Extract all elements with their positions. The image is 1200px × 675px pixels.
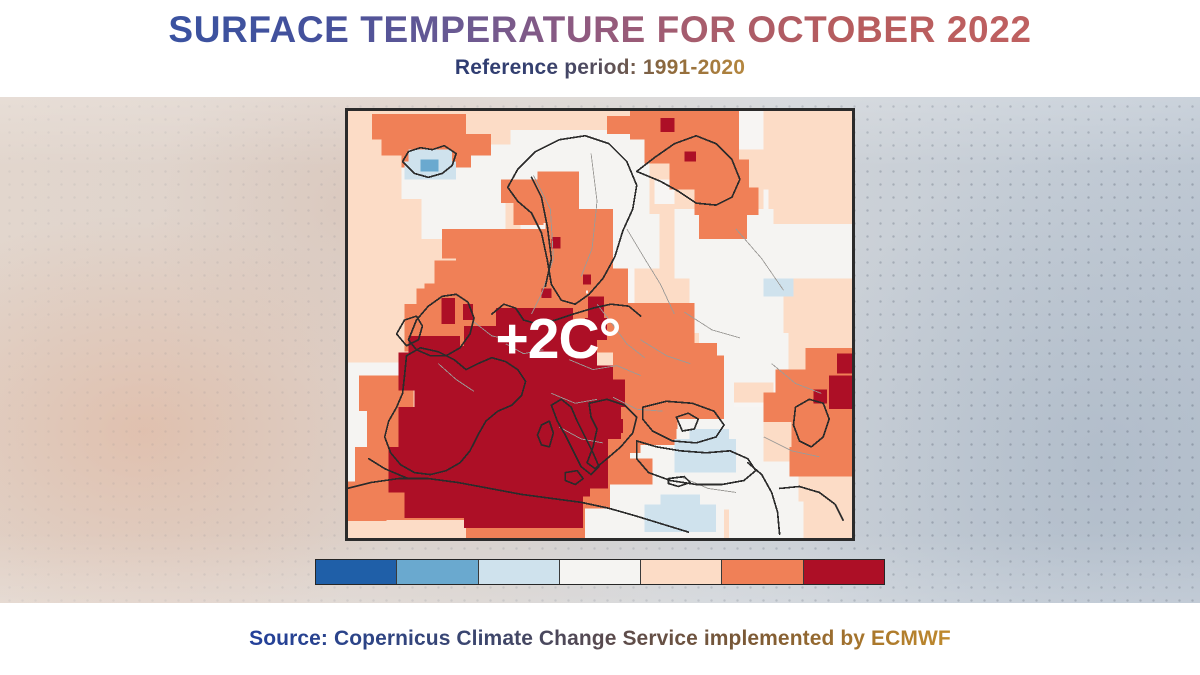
temperature-colorbar: [315, 559, 885, 585]
visual-stage: +2C°: [0, 97, 1200, 603]
colorbar-swatch-4: [558, 560, 641, 584]
footer-band: Source: Copernicus Climate Change Servic…: [0, 603, 1200, 675]
map-svg: [347, 110, 853, 539]
source-attribution: Source: Copernicus Climate Change Servic…: [249, 627, 951, 650]
page-subtitle: Reference period: 1991-2020: [454, 55, 746, 79]
colorbar-swatch-2: [396, 560, 478, 584]
colorbar-swatch-1: [316, 560, 397, 584]
anomaly-band-cold: [420, 159, 439, 172]
temperature-anomaly-map: [345, 108, 855, 541]
colorbar-swatch-7: [802, 560, 884, 584]
page-title: SURFACE TEMPERATURE FOR OCTOBER 2022: [168, 9, 1032, 50]
coastlines: [347, 134, 844, 535]
colorbar-swatch-5: [640, 560, 722, 584]
colorbar-swatch-3: [477, 560, 559, 584]
internal-borders: [437, 153, 822, 493]
colorbar-swatch-6: [721, 560, 803, 584]
header-band: SURFACE TEMPERATURE FOR OCTOBER 2022 Ref…: [0, 0, 1200, 97]
